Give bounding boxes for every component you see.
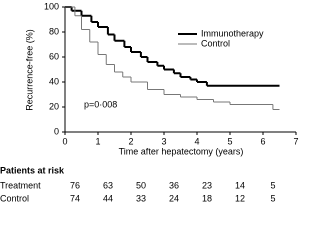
risk-count: 23 xyxy=(202,180,212,190)
risk-count: 74 xyxy=(70,193,80,203)
x-tick-label: 4 xyxy=(194,136,199,146)
x-tick-label: 5 xyxy=(227,136,232,146)
y-tick-label: 0 xyxy=(54,126,59,136)
risk-count: 14 xyxy=(235,180,245,190)
p-value: p=0·008 xyxy=(84,99,117,109)
x-tick-label: 7 xyxy=(293,136,298,146)
risk-count: 12 xyxy=(235,193,245,203)
x-tick-label: 0 xyxy=(62,136,67,146)
risk-count: 36 xyxy=(169,180,179,190)
x-tick-label: 1 xyxy=(95,136,100,146)
risk-count: 33 xyxy=(136,193,146,203)
risk-count: 50 xyxy=(136,180,146,190)
y-axis-label: Recurrence-free (%) xyxy=(24,29,34,111)
x-axis-label: Time after hepatectomy (years) xyxy=(119,146,244,156)
risk-count: 76 xyxy=(70,180,80,190)
risk-count: 44 xyxy=(103,193,113,203)
risk-count: 5 xyxy=(270,193,275,203)
x-tick-label: 2 xyxy=(128,136,133,146)
risk-title: Patients at risk xyxy=(0,165,65,175)
risk-row-label: Control xyxy=(0,193,29,203)
risk-count: 5 xyxy=(270,180,275,190)
x-tick-label: 3 xyxy=(161,136,166,146)
risk-count: 18 xyxy=(202,193,212,203)
risk-count: 24 xyxy=(169,193,179,203)
legend-label: Immunotherapy xyxy=(201,28,264,38)
y-tick-label: 60 xyxy=(49,51,59,61)
y-tick-label: 20 xyxy=(49,101,59,111)
chart: p=0·008 Recurrence-free (%) Time after h… xyxy=(0,1,299,203)
risk-count: 63 xyxy=(103,180,113,190)
y-tick-label: 100 xyxy=(44,1,59,11)
x-tick-label: 6 xyxy=(260,136,265,146)
y-tick-label: 40 xyxy=(49,76,59,86)
risk-row-label: Treatment xyxy=(0,180,41,190)
legend-label: Control xyxy=(201,38,230,48)
y-tick-label: 80 xyxy=(49,26,59,36)
